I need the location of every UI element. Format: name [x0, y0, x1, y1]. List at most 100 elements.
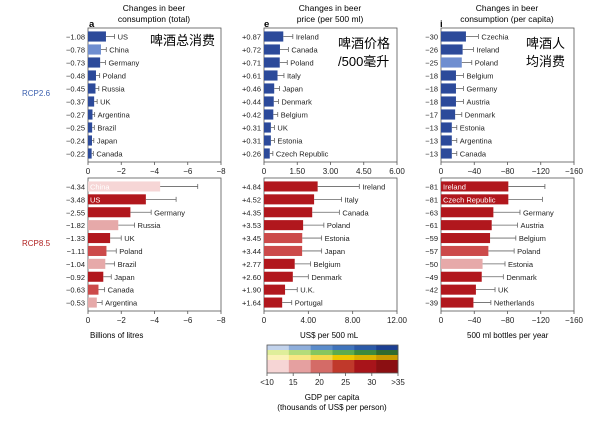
bar [264, 297, 283, 308]
panel-i-title-line2: consumption (per capita) [460, 14, 554, 24]
bar [441, 297, 474, 308]
value-label: −49 [425, 273, 438, 282]
bar [88, 297, 97, 308]
category-label: Canada [96, 150, 123, 159]
x-tick-label: −2 [117, 167, 127, 176]
color-swatch [288, 360, 311, 373]
x-tick-label: 0 [262, 167, 267, 176]
value-label: −63 [425, 208, 438, 217]
category-label: Belgium [466, 72, 493, 81]
bar [88, 220, 119, 231]
category-label: Denmark [281, 98, 312, 107]
category-label: Belgium [519, 234, 546, 243]
panel-e-letter: e [264, 19, 269, 30]
color-swatch [332, 345, 355, 350]
colorbar-tick-label: 30 [367, 378, 376, 387]
color-swatch [267, 345, 290, 350]
panel-i-letter: i [440, 19, 443, 30]
bar [264, 284, 286, 295]
value-label: −1.33 [66, 234, 85, 243]
category-label: Japan [114, 273, 134, 282]
x-tick-label: 0 [439, 167, 444, 176]
x-tick-label: 8.00 [345, 316, 361, 325]
bar [88, 245, 107, 256]
bar [264, 122, 271, 133]
value-label: +4.84 [242, 182, 261, 191]
colorbar-tick-label: >35 [391, 378, 405, 387]
panel-a-title-line1: Changes in beer [123, 3, 186, 13]
category-label: UK [100, 98, 110, 107]
value-label: +0.61 [242, 72, 261, 81]
yellow-stripe [267, 355, 399, 360]
x-tick-label: 4.00 [301, 316, 317, 325]
colorbar-frame [266, 344, 399, 374]
color-swatch [288, 350, 311, 355]
category-label: Poland [517, 247, 540, 256]
bar [264, 109, 274, 120]
color-swatch [354, 350, 377, 355]
x-tick-label: −8 [216, 167, 226, 176]
x-tick-label: −120 [532, 316, 551, 325]
category-label: Denmark [311, 273, 342, 282]
value-label: −0.45 [66, 85, 85, 94]
panel-i-xlabel: 500 ml bottles per year [467, 331, 549, 340]
value-label: −0.63 [66, 286, 85, 295]
x-tick-label: 12.00 [387, 316, 408, 325]
category-label: Estonia [460, 124, 486, 133]
x-tick-label: −4 [150, 316, 160, 325]
category-label: Austria [520, 221, 544, 230]
bar [441, 233, 491, 244]
charts-layer: 0 −2 −4 −6 −8 −1.08 US −0.78 China −0.73 Germany −0… [66, 27, 584, 325]
bar [264, 220, 304, 231]
color-swatch [354, 360, 377, 373]
category-label: Austria [466, 98, 490, 107]
category-label: China [90, 182, 110, 191]
value-label: −59 [425, 234, 438, 243]
annotation-price-line1: 啤酒价格 [338, 36, 390, 51]
value-label: −0.37 [66, 98, 85, 107]
bar [441, 148, 452, 159]
bar [441, 135, 452, 146]
panel-i-header: Changes in beer consumption (per capita)… [440, 3, 554, 30]
category-label: Estonia [277, 137, 303, 146]
category-label: Ireland [362, 182, 385, 191]
color-swatch [354, 355, 377, 360]
value-label: +3.44 [242, 247, 261, 256]
category-label: Brazil [118, 260, 137, 269]
category-label: Canada [342, 208, 369, 217]
value-label: −18 [425, 85, 438, 94]
category-label: Czech Republic [443, 195, 496, 204]
x-tick-label: −40 [467, 316, 481, 325]
bar [88, 70, 96, 81]
x-tick-label: −160 [565, 167, 584, 176]
value-label: +0.44 [242, 98, 261, 107]
bar [441, 31, 466, 42]
color-swatch [288, 355, 311, 360]
bar [264, 245, 303, 256]
bar [264, 83, 275, 94]
category-label: Italy [287, 72, 301, 81]
panel-e-title-line1: Changes in beer [299, 3, 362, 13]
color-swatch [310, 355, 333, 360]
value-label: +0.71 [242, 59, 261, 68]
category-label: Argentina [98, 111, 131, 120]
category-label: Germany [523, 208, 554, 217]
category-label: Czech Republic [276, 150, 329, 159]
blue-stripe [267, 345, 399, 350]
bar [441, 220, 492, 231]
panel-i-rcp26: 0 −40 −80 −120 −160 −30 Czechia −26 Ireland −25 Po… [425, 27, 584, 176]
colorbar-label-line1: GDP per capita [305, 393, 360, 402]
plot-frame [263, 177, 398, 312]
value-label: −13 [425, 124, 438, 133]
x-tick-label: 6.00 [389, 167, 405, 176]
panel-e-rcp26: 0 1.50 3.00 4.50 6.00 +0.87 Ireland +0.72 Canada… [242, 27, 405, 176]
x-tick-label: −160 [565, 316, 584, 325]
category-label: Russia [138, 221, 162, 230]
bar [88, 258, 106, 269]
value-label: −61 [425, 221, 438, 230]
bar [88, 207, 131, 218]
category-label: Estonia [508, 260, 534, 269]
value-label: +0.31 [242, 124, 261, 133]
category-label: Belgium [314, 260, 341, 269]
category-label: UK [124, 234, 134, 243]
